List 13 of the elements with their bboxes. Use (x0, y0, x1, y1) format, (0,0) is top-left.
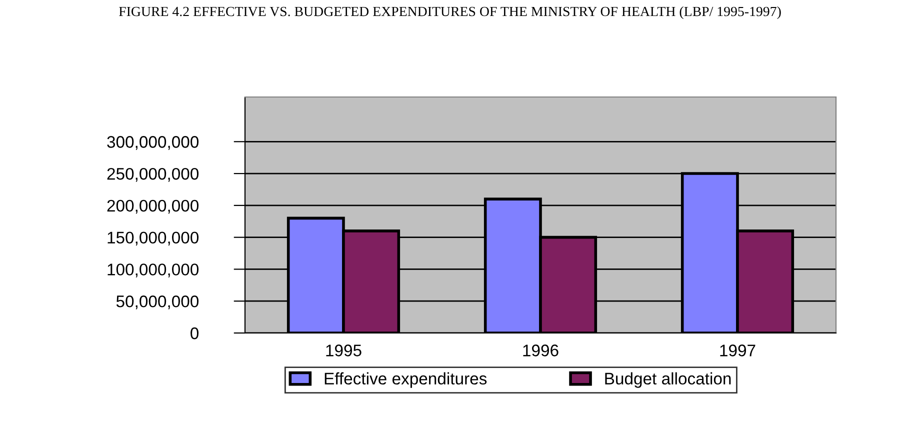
chart-title: FIGURE 4.2 EFFECTIVE VS. BUDGETED EXPENDITURES OF THE MINISTRY OF HEALTH (LBP/ 1995-1997) (118, 6, 781, 19)
x-tick-label: 1995 (326, 344, 362, 356)
legend-label: Budget allocation (605, 372, 731, 388)
y-tick-label: 250,000,000 (107, 168, 199, 182)
y-tick-label: 200,000,000 (107, 200, 199, 214)
y-tick-label: 150,000,000 (108, 232, 199, 246)
y-tick-label: 300,000,000 (107, 136, 199, 150)
y-tick-label: 100,000,000 (108, 264, 199, 278)
x-tick-label: 1997 (720, 344, 756, 356)
legend-label: Effective expenditures (324, 372, 487, 388)
y-tick-label: 0 (190, 327, 199, 340)
x-tick-label: 1996 (523, 344, 558, 356)
y-tick-label: 50,000,000 (116, 296, 199, 310)
